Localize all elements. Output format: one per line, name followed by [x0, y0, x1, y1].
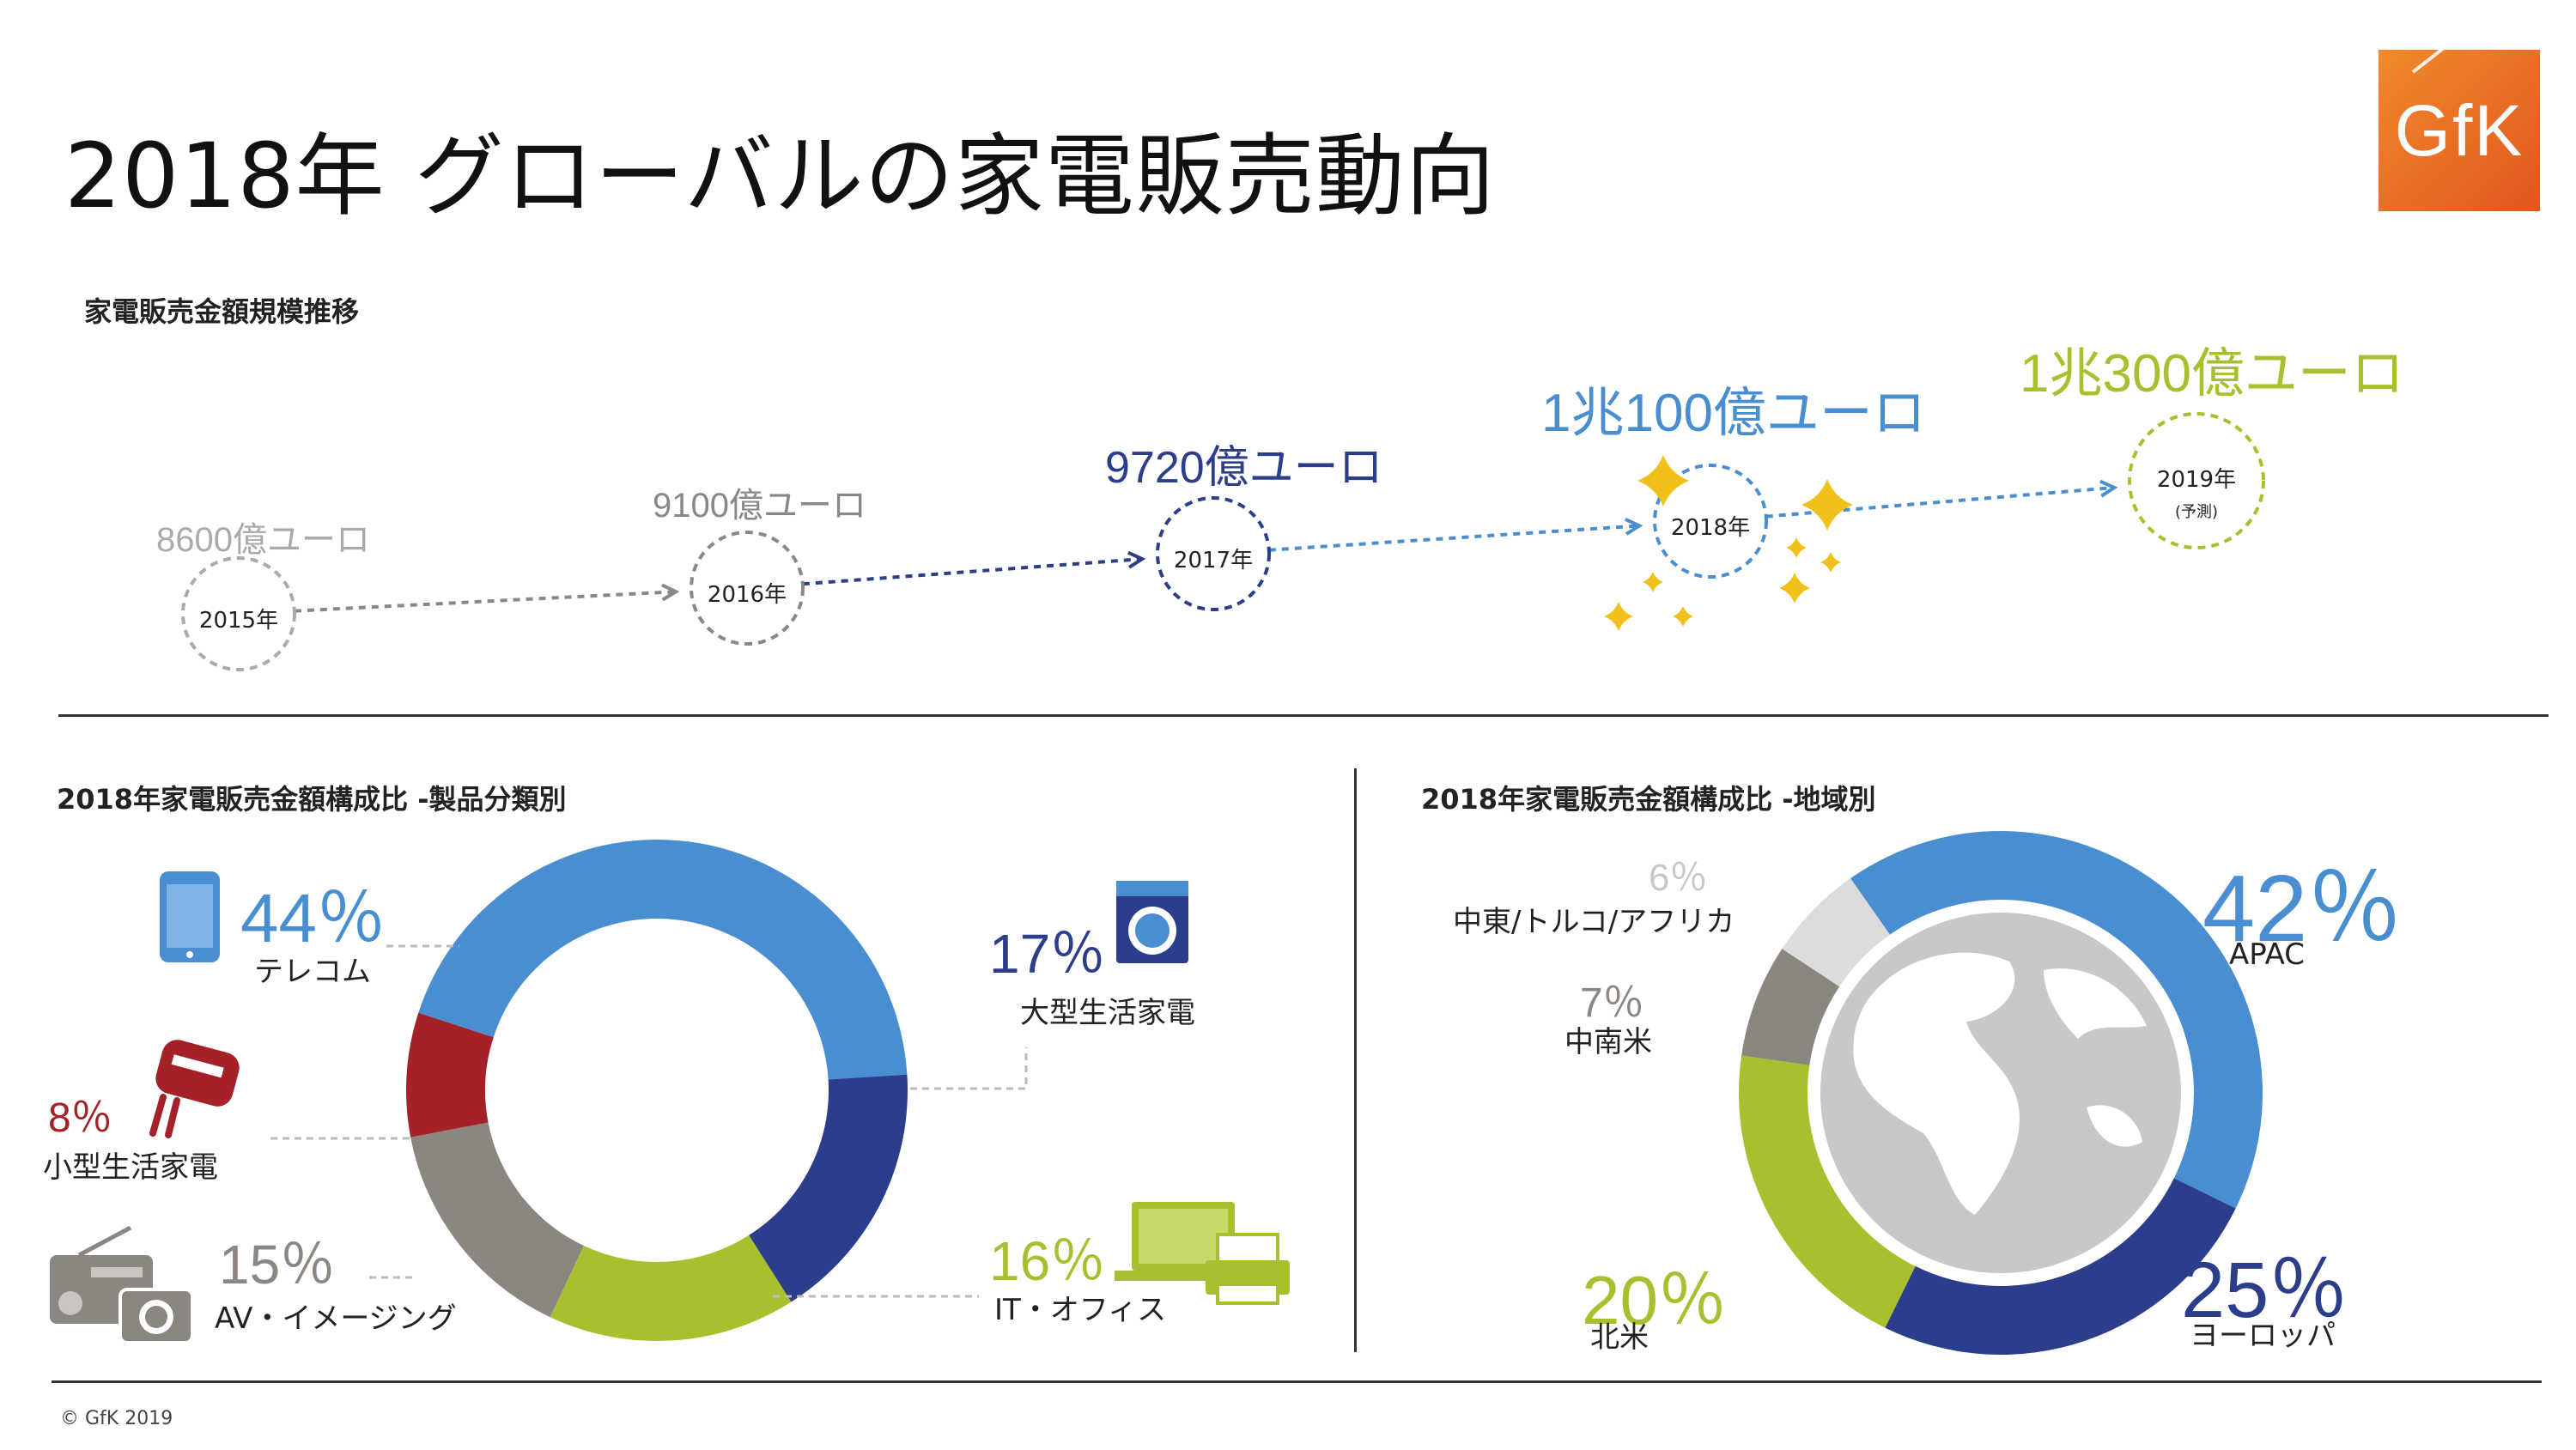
- timeline-arrowhead-0: [661, 583, 680, 602]
- pct-north-america: 20％: [1582, 1262, 1727, 1338]
- radio-camera-icon: [50, 1225, 194, 1344]
- timeline-arrow-2: [1268, 524, 1640, 552]
- timeline-arrowhead-2: [1625, 518, 1643, 536]
- timeline-circle-4: [2128, 412, 2265, 549]
- timeline-arrowhead-1: [1127, 550, 1146, 569]
- laptop-printer-icon: [1115, 1202, 1290, 1305]
- timeline-circle-0: [181, 556, 296, 671]
- timeline-forecast-note: (予測): [2174, 503, 2219, 521]
- pct-av-imaging: 15％: [219, 1234, 336, 1295]
- sparkle-icon: [1801, 479, 1853, 531]
- pct-apac: 42％: [2202, 856, 2403, 962]
- label-small-appliances: 小型生活家電: [43, 1150, 218, 1185]
- sparkle-icon: [1786, 537, 1807, 558]
- timeline-circle-3: [1653, 464, 1768, 579]
- pct-telecom: 44％: [240, 880, 386, 956]
- timeline-value-2017: 9720億ユーロ: [1105, 443, 1383, 493]
- timeline-year-2015: 2015年: [198, 608, 279, 634]
- sparkle-icon: [1820, 552, 1841, 573]
- smartphone-icon: [160, 871, 220, 962]
- product-slice-4: [406, 1012, 494, 1138]
- sparkle-icon: [1673, 606, 1693, 627]
- product-slice-0: [418, 839, 908, 1080]
- region-slice-3: [1741, 949, 1840, 1065]
- timeline-value-2016: 9100億ユーロ: [653, 487, 866, 525]
- region-slice-0: [1850, 830, 2263, 1209]
- sparkle-icon: [1643, 572, 1663, 592]
- label-mea: 中東/トルコ/アフリカ: [1453, 905, 1735, 939]
- product-leader-line-1: [910, 1047, 1028, 1090]
- page-title: 2018年 グローバルの家電販売動向: [64, 124, 1496, 228]
- region-slice-4: [1782, 878, 1890, 987]
- timeline-year-2018: 2018年: [1670, 515, 1751, 541]
- timeline-year-2017: 2017年: [1173, 548, 1254, 573]
- label-telecom: テレコム: [254, 955, 371, 989]
- timeline-arrow-1: [802, 557, 1143, 586]
- product-section-title: 2018年家電販売金額構成比 -製品分類別: [57, 783, 567, 816]
- divider-vertical: [1354, 768, 1357, 1352]
- timeline-circle-2: [1156, 496, 1271, 611]
- sparkle-icon: [1604, 602, 1633, 631]
- label-apac: APAC: [2229, 937, 2305, 972]
- label-europe: ヨーロッパ: [2190, 1319, 2336, 1353]
- label-major-appliances: 大型生活家電: [1020, 996, 1195, 1030]
- sparkle-icon: [1779, 573, 1810, 604]
- hand-mixer-icon: [149, 1040, 240, 1138]
- pct-it-office: 16％: [989, 1230, 1106, 1292]
- divider-bottom: [52, 1380, 2542, 1383]
- timeline-value-2015: 8600億ユーロ: [156, 521, 370, 559]
- timeline-year-2016: 2016年: [707, 582, 787, 608]
- label-north-america: 北米: [1590, 1320, 1649, 1355]
- region-slice-2: [1739, 1055, 1916, 1328]
- product-slice-2: [550, 1235, 792, 1341]
- timeline-value-2018: 1兆100億ユーロ: [1541, 384, 1926, 443]
- copyright: © GfK 2019: [60, 1408, 173, 1429]
- washing-machine-icon: [1116, 881, 1188, 963]
- region-slice-1: [1885, 1178, 2236, 1355]
- label-latam: 中南米: [1564, 1025, 1652, 1059]
- product-slice-1: [749, 1074, 908, 1302]
- label-av-imaging: AV・イメージング: [215, 1301, 457, 1336]
- timeline-section-title: 家電販売金額規模推移: [84, 295, 360, 328]
- gfk-logo: GfK: [2379, 0, 2549, 211]
- divider-top: [58, 714, 2549, 717]
- sparkle-icon: [1637, 455, 1689, 507]
- label-it-office: IT・オフィス: [994, 1293, 1167, 1327]
- pct-mea: 6％: [1649, 857, 1708, 899]
- pct-small-appliances: 8％: [48, 1095, 112, 1141]
- product-slice-3: [410, 1122, 584, 1318]
- pct-major-appliances: 17％: [989, 923, 1106, 985]
- timeline-circle-1: [690, 531, 805, 646]
- timeline-value-2019: 1兆300億ユーロ: [2020, 344, 2404, 403]
- pct-latam: 7％: [1580, 980, 1644, 1026]
- timeline-year-2019: 2019年: [2156, 467, 2237, 493]
- pct-europe: 25％: [2181, 1247, 2348, 1334]
- region-section-title: 2018年家電販売金額構成比 -地域別: [1421, 783, 1876, 816]
- timeline-arrowhead-3: [2099, 479, 2118, 498]
